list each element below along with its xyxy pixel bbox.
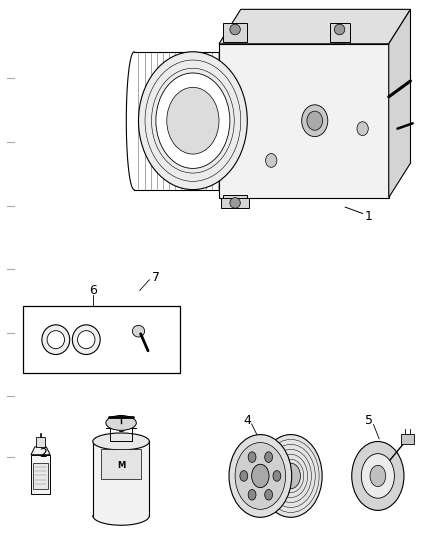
- Text: 4: 4: [244, 414, 251, 427]
- Text: M: M: [117, 461, 125, 470]
- Ellipse shape: [230, 24, 240, 35]
- Ellipse shape: [132, 325, 145, 337]
- Polygon shape: [330, 22, 350, 42]
- Ellipse shape: [334, 24, 345, 35]
- Ellipse shape: [357, 122, 368, 135]
- Polygon shape: [93, 441, 149, 525]
- Ellipse shape: [252, 464, 269, 488]
- Bar: [219, 44, 389, 198]
- Ellipse shape: [248, 489, 256, 500]
- Text: 7: 7: [152, 271, 160, 284]
- Ellipse shape: [281, 463, 300, 489]
- Ellipse shape: [72, 325, 100, 354]
- Ellipse shape: [229, 434, 292, 518]
- Ellipse shape: [248, 452, 256, 463]
- Ellipse shape: [361, 454, 394, 498]
- Ellipse shape: [235, 442, 286, 510]
- Bar: [33, 463, 48, 489]
- Polygon shape: [223, 196, 247, 198]
- Text: 5: 5: [365, 414, 373, 427]
- Polygon shape: [31, 447, 50, 455]
- Ellipse shape: [307, 111, 322, 130]
- Ellipse shape: [47, 330, 64, 349]
- Text: 2: 2: [39, 447, 47, 459]
- Ellipse shape: [106, 416, 136, 430]
- Bar: [23, 306, 180, 373]
- Bar: [102, 449, 141, 479]
- Ellipse shape: [138, 52, 247, 190]
- Text: 3: 3: [117, 422, 125, 435]
- Ellipse shape: [265, 154, 277, 167]
- Ellipse shape: [273, 471, 281, 481]
- Polygon shape: [389, 10, 410, 198]
- Ellipse shape: [259, 434, 322, 518]
- Polygon shape: [221, 198, 250, 208]
- Ellipse shape: [265, 452, 272, 463]
- Ellipse shape: [93, 433, 149, 450]
- Ellipse shape: [370, 465, 386, 487]
- Ellipse shape: [302, 105, 328, 136]
- Ellipse shape: [156, 73, 230, 168]
- Bar: [401, 433, 414, 444]
- Ellipse shape: [230, 198, 240, 208]
- Text: 1: 1: [365, 209, 373, 223]
- Ellipse shape: [167, 87, 219, 154]
- Bar: [31, 455, 50, 495]
- Bar: [36, 437, 45, 447]
- Ellipse shape: [78, 330, 95, 349]
- Ellipse shape: [352, 441, 404, 511]
- Polygon shape: [223, 22, 247, 42]
- Ellipse shape: [42, 325, 70, 354]
- Ellipse shape: [240, 471, 248, 481]
- Polygon shape: [219, 10, 410, 44]
- Ellipse shape: [265, 489, 272, 500]
- Text: 6: 6: [89, 284, 97, 297]
